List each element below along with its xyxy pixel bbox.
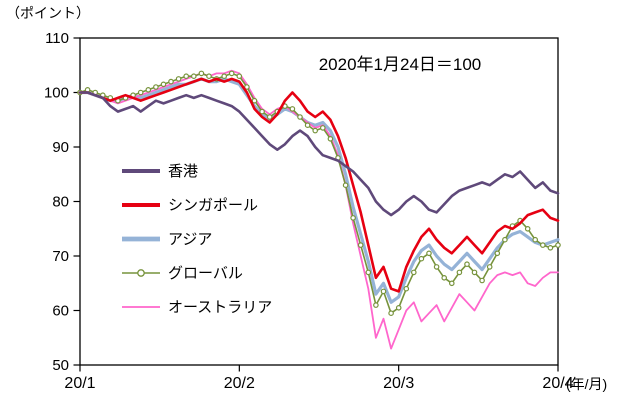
y-tick-label: 50 (52, 357, 69, 374)
markers-global (77, 70, 561, 317)
marker-global (191, 73, 197, 80)
marker-global (266, 114, 273, 120)
marker-global (448, 280, 455, 287)
line-hong-kong (78, 91, 560, 217)
marker-global (297, 114, 303, 120)
marker-global (221, 73, 228, 80)
marker-global (532, 236, 539, 243)
marker-global (395, 304, 402, 311)
marker-global (373, 302, 379, 308)
y-axis: 110 100 90 80 70 60 50 (44, 30, 80, 374)
series-lines (77, 69, 561, 350)
marker-global (244, 84, 250, 90)
line-australia (79, 69, 559, 350)
line-asia (78, 77, 560, 304)
marker-global (441, 274, 448, 281)
marker-global (426, 250, 432, 257)
marker-global (555, 242, 561, 248)
marker-global (236, 73, 243, 80)
y-tick-label: 60 (52, 303, 69, 320)
line-global (79, 72, 559, 315)
marker-global (471, 269, 478, 276)
marker-global (494, 250, 501, 257)
marker-global (547, 245, 554, 251)
marker-global (145, 87, 152, 93)
x-tick-label: 20/4 (542, 375, 573, 392)
y-tick-label: 100 (44, 85, 69, 102)
marker-global (304, 122, 311, 129)
marker-global (198, 70, 205, 77)
marker-global (259, 108, 265, 115)
marker-global (479, 277, 485, 284)
legend-item-singapore: シンガポール (122, 197, 258, 214)
marker-global (206, 73, 212, 80)
y-tick-label: 110 (45, 30, 69, 47)
marker-global (137, 89, 144, 96)
marker-global (403, 285, 410, 292)
legend-item-hong-kong: 香港 (122, 163, 198, 180)
legend-item-global: グローバル (122, 265, 243, 282)
legend-label-singapore: シンガポール (168, 197, 258, 214)
marker-global (183, 73, 190, 80)
marker-global (464, 261, 470, 268)
marker-global (289, 106, 296, 112)
x-axis: 20/1 20/2 20/3 20/4 (64, 365, 574, 392)
legend-label-asia: アジア (168, 231, 212, 248)
marker-global (433, 264, 440, 270)
marker-global (342, 182, 349, 189)
marker-global (153, 84, 159, 90)
marker-global (524, 226, 531, 232)
y-tick-label: 70 (52, 248, 69, 265)
marker-global (456, 269, 463, 276)
plot-area-border (79, 37, 559, 366)
y-tick-label: 90 (52, 139, 69, 156)
x-tick-label: 20/3 (383, 375, 414, 392)
legend-label-hong-kong: 香港 (168, 163, 198, 180)
marker-global (539, 242, 546, 248)
marker-global (388, 310, 394, 317)
marker-global (365, 269, 372, 276)
x-axis-unit-label: (年/月) (566, 376, 607, 392)
x-tick-label: 20/2 (224, 375, 255, 392)
marker-global (410, 269, 417, 276)
marker-global (486, 264, 493, 270)
y-axis-unit-label: （ポイント） (6, 5, 90, 21)
marker-global (251, 97, 258, 104)
legend-marker-global (137, 269, 145, 277)
y-tick-label: 80 (52, 194, 69, 211)
legend-label-global: グローバル (168, 265, 243, 282)
marker-global (168, 78, 174, 85)
marker-global (160, 81, 167, 88)
marker-global (312, 127, 319, 134)
marker-global (380, 288, 387, 295)
marker-global (175, 76, 182, 82)
base-date-annotation: 2020年1月24日＝100 (319, 55, 482, 74)
x-tick-label: 20/1 (64, 375, 95, 392)
marker-global (418, 255, 425, 262)
legend-item-asia: アジア (122, 231, 212, 248)
marker-global (327, 136, 334, 142)
marker-global (502, 236, 508, 243)
marker-global (319, 125, 326, 131)
line-singapore (78, 77, 560, 293)
marker-global (228, 70, 235, 77)
legend-label-australia: オーストラリア (168, 299, 272, 316)
marker-global (357, 242, 364, 248)
legend-item-australia: オーストラリア (122, 299, 272, 316)
marker-global (350, 215, 356, 221)
